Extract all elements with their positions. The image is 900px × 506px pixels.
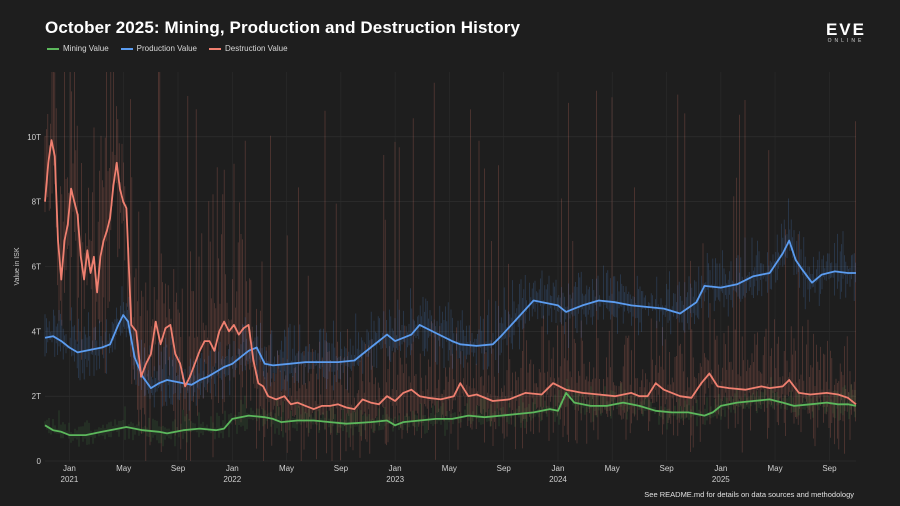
x-tick-label: Jan [226, 464, 239, 473]
series-line-mining-value [44, 392, 857, 436]
logo-sub-text: ONLINE [827, 38, 865, 44]
x-tick-label: Sep [334, 464, 349, 473]
y-tick-label: 4T [32, 327, 41, 336]
legend-label-destruction: Destruction Value [225, 44, 288, 53]
x-tick-label: Jan [389, 464, 402, 473]
y-tick-label: 6T [32, 263, 41, 272]
x-tick-year-label: 2022 [223, 475, 241, 484]
logo-main-text: EVE [825, 20, 866, 39]
x-tick-label: Sep [171, 464, 186, 473]
x-tick-label: Jan [63, 464, 76, 473]
legend-label-mining: Mining Value [63, 44, 109, 53]
x-tick-year-label: 2023 [386, 475, 404, 484]
grid-layer [45, 72, 856, 462]
x-tick-label: May [116, 464, 131, 473]
x-tick-year-label: 2021 [61, 475, 79, 484]
legend-item-mining: Mining Value [47, 44, 109, 53]
x-tick-label: Sep [497, 464, 512, 473]
x-tick-year-label: 2024 [549, 475, 567, 484]
y-axis-title: Value in ISK [14, 247, 21, 285]
eve-online-logo: EVE ONLINE [825, 20, 866, 44]
x-tick-label: May [279, 464, 294, 473]
x-tick-label: May [442, 464, 457, 473]
y-tick-label: 0 [37, 457, 42, 466]
x-tick-label: May [768, 464, 783, 473]
series-line-production-value [44, 239, 856, 389]
x-tick-label: Sep [659, 464, 674, 473]
legend: Mining Value Production Value Destructio… [47, 44, 288, 53]
x-tick-label: Jan [552, 464, 565, 473]
x-tick-label: Jan [714, 464, 727, 473]
legend-item-production: Production Value [120, 44, 197, 53]
y-tick-label: 10T [27, 133, 41, 142]
legend-swatch-production [120, 47, 133, 50]
series-layer [44, 139, 857, 436]
footnote: See README.md for details on data source… [644, 490, 854, 499]
y-tick-label: 2T [32, 392, 41, 401]
axis-layer: 0 2T 4T 6T 8T 10T Jan 2021 May Sep Jan 2022 May Sep Ja… [14, 133, 837, 484]
x-tick-year-label: 2025 [712, 475, 730, 484]
series-line-destruction-value [44, 139, 857, 410]
legend-item-destruction: Destruction Value [209, 44, 288, 53]
legend-swatch-destruction [209, 47, 221, 50]
y-tick-label: 8T [32, 198, 41, 207]
x-tick-label: Sep [822, 464, 837, 473]
x-tick-label: May [605, 464, 620, 473]
noise-mining-value [44, 377, 856, 447]
chart-title: October 2025: Mining, Production and Des… [45, 18, 521, 37]
legend-label-production: Production Value [136, 44, 197, 53]
legend-swatch-mining [47, 47, 59, 50]
